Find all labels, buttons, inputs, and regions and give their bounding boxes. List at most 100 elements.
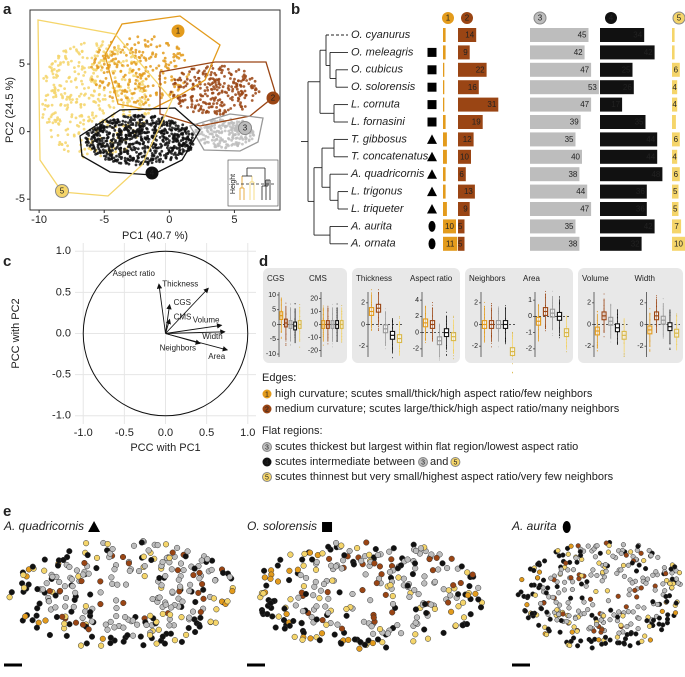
point-cloud-decoration <box>83 103 86 107</box>
scute-decoration <box>189 608 197 615</box>
point-cloud-decoration <box>65 80 68 83</box>
scute-decoration <box>624 624 630 630</box>
point-cloud-decoration <box>181 99 185 103</box>
scute-decoration <box>536 622 542 628</box>
x-tick-label: -10 <box>31 214 47 226</box>
point-cloud-decoration <box>146 98 150 101</box>
scute-decoration <box>431 605 438 612</box>
point-cloud-decoration <box>46 93 50 97</box>
point-cloud-decoration <box>236 143 240 147</box>
point-cloud-decoration <box>251 94 255 97</box>
scute-decoration <box>571 624 577 630</box>
point-cloud-decoration <box>187 132 191 136</box>
bar <box>530 97 592 112</box>
point-cloud-decoration <box>122 75 126 79</box>
scute-decoration <box>159 610 166 617</box>
point-cloud-decoration <box>218 139 222 143</box>
point-cloud-decoration <box>202 133 205 137</box>
bar-value-label: 19 <box>472 118 481 127</box>
bar <box>443 149 447 164</box>
scute-decoration <box>52 604 59 611</box>
scute-decoration <box>597 550 603 556</box>
point-cloud-decoration <box>98 61 101 64</box>
scute-decoration <box>161 640 168 647</box>
bar <box>458 97 499 112</box>
scute-decoration <box>556 553 562 559</box>
scute-decoration <box>334 621 341 628</box>
point-cloud-decoration <box>251 86 255 90</box>
point-cloud-decoration <box>177 47 181 51</box>
scute-decoration <box>412 547 420 554</box>
scute-decoration <box>372 546 379 553</box>
scute-decoration <box>350 561 357 568</box>
y-tick-label: -2 <box>526 346 532 353</box>
bar <box>600 219 655 234</box>
scute-decoration <box>79 614 86 622</box>
point-cloud-decoration <box>77 61 81 64</box>
scute-decoration <box>277 556 284 563</box>
outlier-decoration <box>280 336 282 338</box>
group-marker <box>262 404 272 414</box>
scute-decoration <box>428 601 435 608</box>
scute-decoration <box>302 590 309 598</box>
point-cloud-decoration <box>97 142 101 145</box>
scute-decoration <box>374 636 382 643</box>
vector-label: Area <box>208 352 225 361</box>
outlier-decoration <box>439 357 440 359</box>
point-cloud-decoration <box>81 56 85 59</box>
scute-decoration <box>410 638 417 645</box>
scute-decoration <box>286 577 293 584</box>
point-cloud-decoration <box>75 48 78 51</box>
point-cloud-decoration <box>50 135 53 139</box>
scute-decoration <box>107 640 114 647</box>
scute-decoration <box>184 548 191 555</box>
outlier-decoration <box>378 325 379 327</box>
point-cloud-decoration <box>206 65 209 69</box>
scute-decoration <box>594 543 600 549</box>
bar <box>443 45 446 60</box>
point-cloud-decoration <box>72 45 76 49</box>
x-tick-label: 0.5 <box>199 427 214 439</box>
scute-decoration <box>650 599 656 605</box>
point-cloud-decoration <box>204 134 208 138</box>
scute-decoration <box>319 550 326 557</box>
group-marker <box>450 457 461 467</box>
point-cloud-decoration <box>52 76 56 79</box>
scute-decoration <box>540 577 547 583</box>
point-cloud-decoration <box>176 78 180 82</box>
point-cloud-decoration <box>122 60 125 63</box>
scute-decoration <box>143 621 150 629</box>
y-tick-label: 0 <box>361 321 365 328</box>
point-cloud-decoration <box>138 89 142 93</box>
shape-square <box>427 100 437 110</box>
point-cloud-decoration <box>75 100 79 104</box>
scute-decoration <box>409 571 416 578</box>
scute-decoration <box>621 573 627 579</box>
point-cloud-decoration <box>187 73 191 76</box>
scute-decoration <box>120 599 127 607</box>
bar <box>530 132 576 147</box>
point-cloud-decoration <box>63 92 67 95</box>
point-cloud-decoration <box>227 144 230 148</box>
scute-decoration <box>676 570 683 576</box>
vector-label: CGS <box>174 298 191 307</box>
point-cloud-decoration <box>90 137 93 141</box>
scute-decoration <box>458 563 465 570</box>
scute-decoration <box>148 556 155 564</box>
point-cloud-decoration <box>51 121 55 125</box>
point-cloud-decoration <box>62 148 66 152</box>
scute-decoration <box>111 566 118 573</box>
point-cloud-decoration <box>119 147 123 150</box>
scute-decoration <box>8 589 15 596</box>
point-cloud-decoration <box>116 158 120 162</box>
y-tick-label: -2 <box>359 343 365 350</box>
species-label: L. triqueter <box>351 203 405 215</box>
facet-background <box>578 268 683 363</box>
point-cloud-decoration <box>203 89 207 93</box>
point-cloud-decoration <box>210 128 213 132</box>
scute-decoration <box>627 587 633 593</box>
point-cloud-decoration <box>103 94 107 97</box>
y-tick-label: -2 <box>472 343 478 350</box>
point-cloud-decoration <box>99 151 102 155</box>
scute-decoration <box>208 566 215 573</box>
